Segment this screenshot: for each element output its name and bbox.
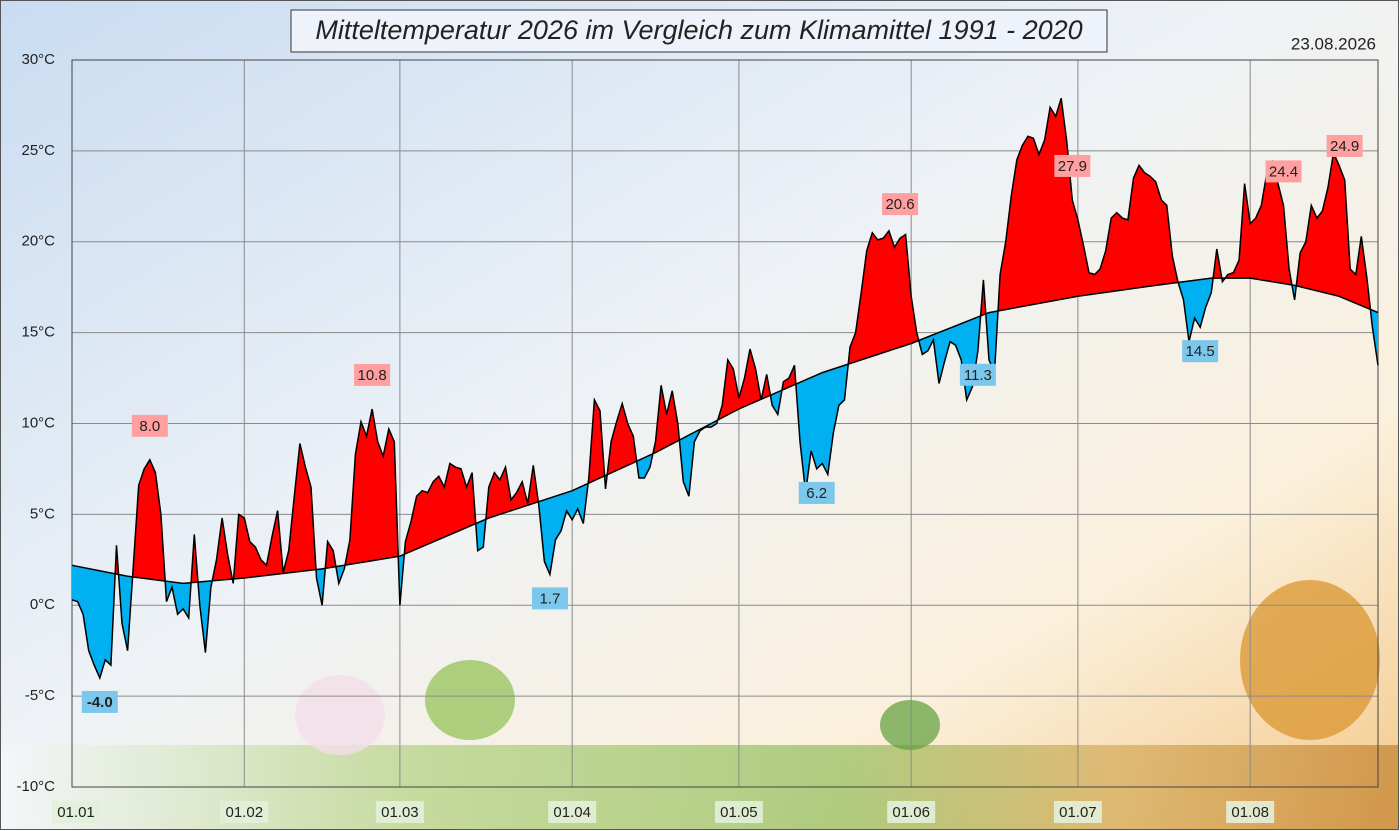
- y-tick-label: -10°C: [16, 778, 55, 795]
- value-label-box: [882, 193, 919, 216]
- tree: [295, 675, 385, 755]
- x-tick-label: 01.01: [57, 804, 95, 821]
- value-label-box: [1182, 340, 1219, 363]
- date: 23.08.2026: [1291, 34, 1376, 53]
- x-tick-box: [1053, 801, 1102, 823]
- value-label-box: [81, 690, 118, 713]
- value-label: 8.0: [139, 418, 160, 435]
- x-tick-label: 01.08: [1231, 804, 1269, 821]
- value-label-box: [959, 363, 996, 386]
- value-label: -4.0: [87, 694, 113, 711]
- value-label: 11.3: [964, 367, 992, 384]
- value-label: 14.5: [1186, 343, 1215, 360]
- title-box: [290, 9, 1108, 53]
- value-label: 6.2: [806, 485, 827, 502]
- tree: [425, 660, 515, 740]
- value-label: 24.9: [1330, 138, 1359, 155]
- tree: [880, 700, 940, 750]
- value-label-box: [1265, 160, 1302, 183]
- value-label-box: [131, 414, 168, 437]
- value-label-box: [1054, 154, 1091, 177]
- y-tick-label: 15°C: [21, 324, 55, 341]
- y-tick-label: 30°C: [21, 51, 55, 68]
- x-tick-label: 01.06: [892, 804, 930, 821]
- value-label-box: [354, 363, 391, 386]
- y-tick-label: -5°C: [25, 687, 55, 704]
- tree: [1240, 580, 1380, 740]
- y-tick-label: 25°C: [21, 142, 55, 159]
- x-tick-label: 01.04: [553, 804, 591, 821]
- x-tick-box: [52, 801, 100, 823]
- plot-frame: [71, 59, 1379, 788]
- value-label: 1.7: [540, 590, 561, 607]
- x-tick-label: 01.03: [381, 804, 419, 821]
- y-tick-label: 0°C: [30, 596, 55, 613]
- value-label: 24.4: [1269, 163, 1298, 180]
- x-tick-label: 01.07: [1059, 804, 1097, 821]
- y-tick-label: 10°C: [21, 414, 55, 431]
- value-label: 10.8: [358, 367, 387, 384]
- x-tick-label: 01.05: [720, 804, 758, 821]
- value-label-box: [1326, 134, 1363, 157]
- mean-line: [71, 277, 1379, 585]
- x-tick-label: 01.02: [226, 804, 264, 821]
- y-tick-label: 5°C: [30, 505, 55, 522]
- x-tick-box: [1226, 801, 1275, 823]
- x-tick-box: [887, 801, 936, 823]
- x-tick-box: [714, 801, 763, 823]
- x-tick-box: [220, 801, 269, 823]
- x-tick-box: [548, 801, 597, 823]
- y-tick-label: 20°C: [21, 233, 55, 250]
- temperature-line: [71, 97, 1379, 681]
- chart-title: Mitteltemperatur 2026 im Vergleich zum K…: [315, 15, 1082, 45]
- value-label: 27.9: [1058, 158, 1087, 175]
- x-tick-box: [375, 801, 424, 823]
- value-label-box: [531, 587, 568, 610]
- value-label-box: [798, 481, 835, 504]
- value-label: 20.6: [885, 196, 914, 213]
